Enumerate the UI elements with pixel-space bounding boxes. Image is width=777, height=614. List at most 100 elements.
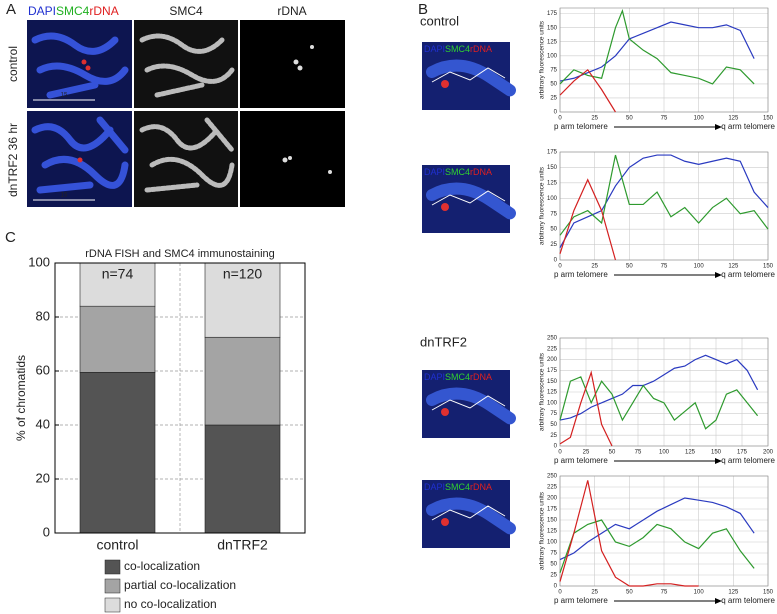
channel-header: DAPISMC4rDNA	[424, 44, 492, 54]
y-tick-label: 0	[554, 444, 558, 450]
x-tick-label: 125	[728, 116, 739, 122]
series-line	[559, 8, 755, 85]
y-tick-label: 0	[554, 584, 558, 590]
legend-label: partial co-localization	[124, 578, 236, 592]
channel: rDNA	[470, 44, 492, 54]
y-axis-label: arbitrary fluorescence units	[539, 491, 546, 570]
bar-segment	[79, 262, 156, 307]
x-tick-label: 150	[763, 116, 774, 122]
x-tick-label: 25	[591, 590, 598, 596]
group-label: control	[420, 13, 459, 28]
x-tick-label: 50	[626, 116, 633, 122]
image	[240, 20, 345, 108]
column-header: rDNA	[277, 4, 306, 18]
series-line	[559, 178, 617, 261]
channel: SMC4	[445, 44, 470, 54]
channel: DAPI	[424, 482, 445, 492]
axis-start-label: p arm telomere	[554, 456, 608, 465]
legend-label: co-localization	[124, 559, 200, 573]
x-tick-label: 0	[558, 450, 562, 456]
y-tick-label: 250	[547, 336, 558, 342]
y-tick-label: 100	[28, 254, 50, 269]
image	[27, 20, 132, 108]
y-tick-label: 150	[547, 518, 558, 524]
panel-label: B	[418, 1, 428, 18]
y-tick-label: 40	[36, 416, 50, 431]
y-tick-label: 20	[36, 470, 50, 485]
plot-frame	[559, 475, 769, 587]
y-tick-label: 75	[550, 411, 557, 417]
y-tick-label: 125	[547, 39, 558, 45]
y-tick-label: 50	[550, 422, 557, 428]
y-axis-label: arbitrary fluorescence units	[539, 352, 546, 431]
image-feature	[441, 408, 449, 416]
trace-path	[431, 190, 506, 206]
channel: SMC4	[445, 482, 470, 492]
group-label: dnTRF2	[420, 334, 467, 349]
channel: SMC4	[445, 167, 470, 177]
trace-path	[431, 67, 506, 83]
image-feature	[426, 387, 516, 425]
y-tick-label: 125	[547, 390, 558, 396]
axis-arrowhead	[715, 272, 722, 278]
chart-title: rDNA FISH and SMC4 immunostaining	[85, 248, 275, 260]
y-tick-label: 175	[547, 11, 558, 17]
y-tick-label: 80	[36, 308, 50, 323]
y-tick-label: 150	[547, 379, 558, 385]
plot-frame	[54, 262, 306, 534]
y-tick-label: 50	[550, 562, 557, 568]
series-line	[559, 497, 755, 561]
image	[134, 20, 238, 108]
panel-label: C	[5, 229, 16, 246]
legend-swatch	[104, 559, 121, 575]
image-feature	[426, 182, 516, 220]
column-header: SMC4	[169, 4, 203, 18]
series-line	[559, 68, 616, 113]
bar-segment	[204, 336, 281, 426]
y-axis-label: % of chromatids	[14, 355, 28, 441]
y-tick-label: 225	[547, 485, 558, 491]
legend-swatch	[104, 597, 121, 613]
y-tick-label: 125	[547, 529, 558, 535]
x-tick-label: 175	[737, 450, 748, 456]
x-tick-label: 125	[685, 450, 696, 456]
image-feature	[426, 59, 516, 97]
image-feature	[441, 518, 449, 526]
y-tick-label: 250	[547, 474, 558, 480]
x-tick-label: 100	[694, 264, 705, 270]
y-tick-label: 225	[547, 346, 558, 352]
y-tick-label: 125	[547, 180, 558, 186]
x-tick-label: 0	[558, 264, 562, 270]
y-tick-label: 175	[547, 368, 558, 374]
series-line	[559, 370, 613, 447]
channel: DAPI	[424, 44, 445, 54]
y-tick-label: 200	[547, 357, 558, 363]
merge-header: DAPISMC4rDNA	[28, 4, 119, 18]
x-tick-label: 0	[558, 116, 562, 122]
x-tick-label: 100	[694, 590, 705, 596]
x-tick-label: 150	[763, 590, 774, 596]
y-axis-label: arbitrary fluorescence units	[539, 166, 546, 245]
channel-header: DAPISMC4rDNA	[424, 482, 492, 492]
x-tick-label: 25	[583, 450, 590, 456]
y-axis-label: arbitrary fluorescence units	[539, 20, 546, 99]
y-tick-label: 75	[550, 211, 557, 217]
row-label: dnTRF2 36 hr	[6, 123, 20, 197]
image-feature	[441, 203, 449, 211]
x-tick-label: 75	[635, 450, 642, 456]
series-line	[559, 376, 759, 430]
scale-label: 15	[61, 93, 68, 99]
x-tick-label: control	[96, 537, 138, 553]
y-tick-label: 50	[550, 227, 557, 233]
micrographs: 15 15	[27, 20, 345, 207]
channel: DAPI	[424, 167, 445, 177]
y-tick-label: 100	[547, 196, 558, 202]
axis-end-label: q arm telomere	[721, 596, 775, 605]
plot-frame	[559, 151, 769, 261]
x-tick-label: 150	[711, 450, 722, 456]
annotation: n=74	[102, 266, 134, 282]
y-tick-label: 0	[43, 524, 50, 539]
trace-path	[431, 395, 506, 411]
y-tick-label: 75	[550, 67, 557, 73]
trace-path	[431, 505, 506, 521]
